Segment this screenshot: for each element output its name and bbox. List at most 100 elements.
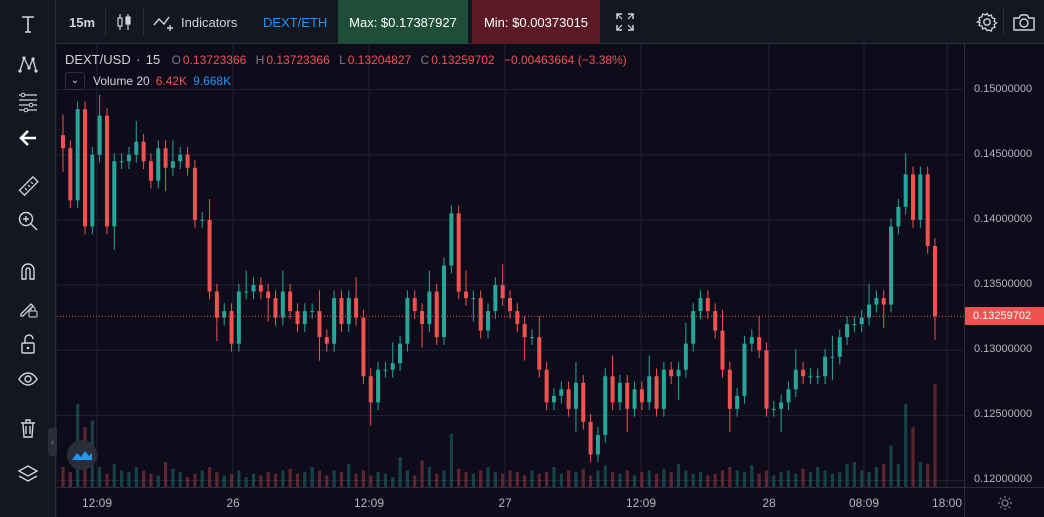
candle-body [617, 382, 622, 403]
volume-bar [786, 470, 791, 487]
lock-pencil-icon[interactable] [14, 294, 42, 322]
candle-body [529, 337, 534, 339]
volume-bar [757, 473, 761, 487]
axis-settings-button[interactable] [964, 487, 1044, 517]
volume-bar [493, 472, 497, 487]
volume-bar [207, 467, 212, 487]
interval-button[interactable]: 15m [69, 14, 96, 30]
candle-body [90, 154, 95, 227]
compare-symbol-button[interactable]: DEXT/ETH [263, 14, 328, 30]
volume-bar [845, 463, 849, 487]
magnet-icon[interactable] [14, 257, 42, 285]
legend-interval: 15 [145, 52, 161, 67]
volume-bar [281, 470, 285, 487]
volume-bar [523, 475, 527, 487]
time-tick-label: 12:09 [81, 496, 113, 510]
volume-bar [347, 463, 351, 487]
candle-body [258, 285, 263, 292]
volume-bar [222, 475, 226, 487]
volume-bar [552, 467, 556, 487]
price-tick-label: 0.12000000 [974, 473, 1033, 486]
price-axis[interactable]: 0.15000000 0.14500000 0.14000000 0.13500000… [964, 44, 1044, 487]
candle-body [361, 317, 366, 377]
candles-icon [117, 14, 131, 30]
volume-bar [112, 463, 116, 487]
indicators-label: Indicators [181, 14, 238, 30]
candle-body [867, 304, 872, 318]
volume-bar [874, 467, 878, 487]
candle-body [185, 154, 190, 168]
candle-body [295, 311, 300, 325]
candle-body [830, 356, 835, 358]
candle-body [720, 330, 725, 370]
legend-high-key: H [255, 53, 265, 67]
divider [105, 8, 106, 36]
volume-bar [163, 462, 168, 487]
candle-body [757, 337, 762, 351]
candle-body [654, 376, 659, 409]
volume-bar [413, 475, 417, 487]
volume-bar [750, 465, 754, 487]
eye-icon[interactable] [14, 365, 42, 393]
volume-bar [838, 472, 842, 487]
volume-bar [508, 470, 512, 487]
candle-body [647, 376, 652, 403]
candle-body [449, 213, 454, 266]
volume-bar [464, 472, 468, 487]
fib-icon[interactable] [14, 88, 42, 116]
volume-bar [68, 472, 72, 487]
candle-body [639, 389, 644, 403]
tradingview-logo-icon[interactable] [67, 440, 97, 470]
legend-open-value: 0.13723366 [182, 53, 247, 67]
candlestick-chart[interactable] [57, 44, 964, 487]
volume-bar [244, 477, 248, 487]
zoom-in-icon[interactable] [14, 207, 42, 235]
volume-bar [772, 475, 776, 487]
volume-bar [171, 468, 175, 487]
volume-label: Volume 20 [93, 74, 150, 88]
back-arrow-icon[interactable] [14, 124, 42, 152]
screenshot-button[interactable] [1012, 0, 1036, 44]
candle-body [588, 421, 593, 455]
candle-body [742, 343, 747, 396]
chevron-down-icon[interactable]: ⌄ [65, 72, 85, 90]
volume-bar [581, 468, 585, 487]
ruler-icon[interactable] [14, 172, 42, 200]
toolbar-collapse-handle[interactable]: ‹ [48, 428, 57, 456]
volume-bar [471, 473, 475, 487]
volume-bar [742, 472, 747, 487]
volume-bar [354, 473, 358, 487]
settings-button[interactable] [976, 0, 998, 44]
indicators-icon [153, 16, 173, 31]
trash-icon[interactable] [14, 414, 42, 442]
candle-body [478, 298, 483, 331]
candle-body [544, 369, 549, 403]
volume-bar [816, 467, 820, 487]
candlestick-type-button[interactable] [115, 0, 133, 44]
volume-bar [515, 472, 519, 487]
volume-bar [574, 472, 578, 487]
volume-bar [310, 467, 314, 487]
min-price-badge: Min: $0.00373015 [472, 0, 600, 44]
unlock-icon[interactable] [14, 330, 42, 358]
volume-bar [200, 470, 204, 487]
candle-body [420, 311, 425, 325]
candle-body [302, 311, 307, 325]
candle-body [156, 148, 161, 181]
fullscreen-button[interactable] [615, 0, 635, 44]
volume-bar [479, 470, 483, 487]
text-icon[interactable] [14, 10, 42, 38]
candle-body [727, 369, 732, 409]
indicators-button[interactable]: Indicators [153, 0, 237, 44]
candle-body [683, 343, 688, 370]
time-axis[interactable]: 12:09 26 12:09 27 12:09 28 08:09 18:00 [57, 487, 964, 517]
candle-body [141, 141, 146, 162]
candle-body [903, 174, 908, 207]
candle-body [610, 376, 615, 403]
candle-body [911, 174, 916, 220]
pattern-icon[interactable] [14, 50, 42, 78]
time-tick-label: 12:09 [625, 496, 657, 510]
layers-icon[interactable] [14, 460, 42, 488]
volume-bar [676, 463, 681, 487]
